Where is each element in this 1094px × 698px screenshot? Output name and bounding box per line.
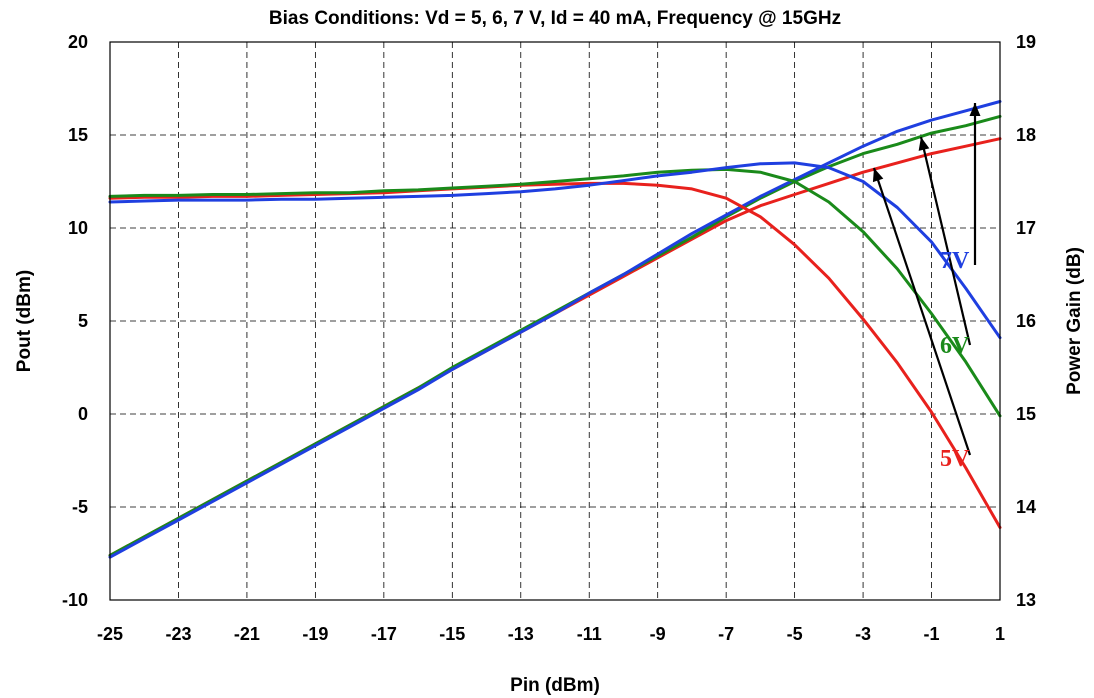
arrowhead [918, 137, 930, 151]
y2-tick-label: 14 [1016, 497, 1036, 517]
x-tick-label: -11 [577, 624, 602, 644]
x-tick-label: -9 [650, 624, 666, 644]
x-tick-label: -13 [508, 624, 534, 644]
annotation-arrow [872, 167, 972, 456]
plot-frame [109, 41, 1001, 601]
annotation-arrow [919, 136, 972, 346]
y-tick-labels: -10 -5 0 5 10 15 20 [62, 32, 88, 610]
y-tick-label: 20 [68, 32, 88, 52]
x-tick-label: -5 [787, 624, 803, 644]
y2-tick-label: 18 [1016, 125, 1036, 145]
x-axis-label: Pin (dBm) [510, 675, 600, 696]
series-layer [108, 100, 1002, 559]
series-line-6v-gain [108, 167, 1002, 418]
y2-axis-label: Power Gain (dB) [1064, 247, 1085, 395]
series-line-5v-gain [108, 181, 1002, 529]
x-tick-label: -19 [302, 624, 328, 644]
x-tick-labels: -25 -23 -21 -19 -17 -15 -13 -11 -9 -7 -5 -3 -1 1 [97, 624, 1005, 644]
y-tick-label: 5 [78, 311, 88, 331]
y-tick-label: 0 [78, 404, 88, 424]
x-tick-label: -23 [165, 624, 191, 644]
annotation-arrows [872, 103, 981, 456]
x-tick-label: -17 [371, 624, 397, 644]
y2-tick-label: 16 [1016, 311, 1036, 331]
y2-tick-label: 19 [1016, 32, 1036, 52]
y-axis-label: Pout (dBm) [14, 270, 35, 372]
series-line-7v-pout [108, 100, 1002, 559]
x-tick-label: -21 [234, 624, 260, 644]
x-tick-label: -1 [924, 624, 940, 644]
x-tick-label: -7 [718, 624, 734, 644]
x-tick-label: -3 [855, 624, 871, 644]
x-tick-label: -25 [97, 624, 123, 644]
annotation-6v: 6V [940, 333, 970, 359]
y2-tick-label: 15 [1016, 404, 1036, 424]
y-tick-label: 10 [68, 218, 88, 238]
arrowhead [872, 168, 884, 183]
x-tick-label: -15 [439, 624, 465, 644]
arrowhead [969, 103, 981, 116]
y2-tick-label: 17 [1016, 218, 1036, 238]
chart-title: Bias Conditions: Vd = 5, 6, 7 V, Id = 40… [269, 8, 841, 29]
y-tick-label: -10 [62, 590, 88, 610]
annotation-7v: 7V [940, 248, 970, 274]
y-tick-label: -5 [72, 497, 88, 517]
series-line-7v-gain [108, 161, 1002, 340]
x-tick-label: 1 [995, 624, 1005, 644]
y-tick-label: 15 [68, 125, 88, 145]
series-line-6v-pout [108, 114, 1002, 557]
series-annotations: 7V 6V 5V [940, 248, 970, 472]
y2-tick-label: 13 [1016, 590, 1036, 610]
annotation-5v: 5V [940, 446, 970, 472]
y2-tick-labels: 13 14 15 16 17 18 19 [1016, 32, 1036, 610]
grid [110, 42, 1000, 600]
